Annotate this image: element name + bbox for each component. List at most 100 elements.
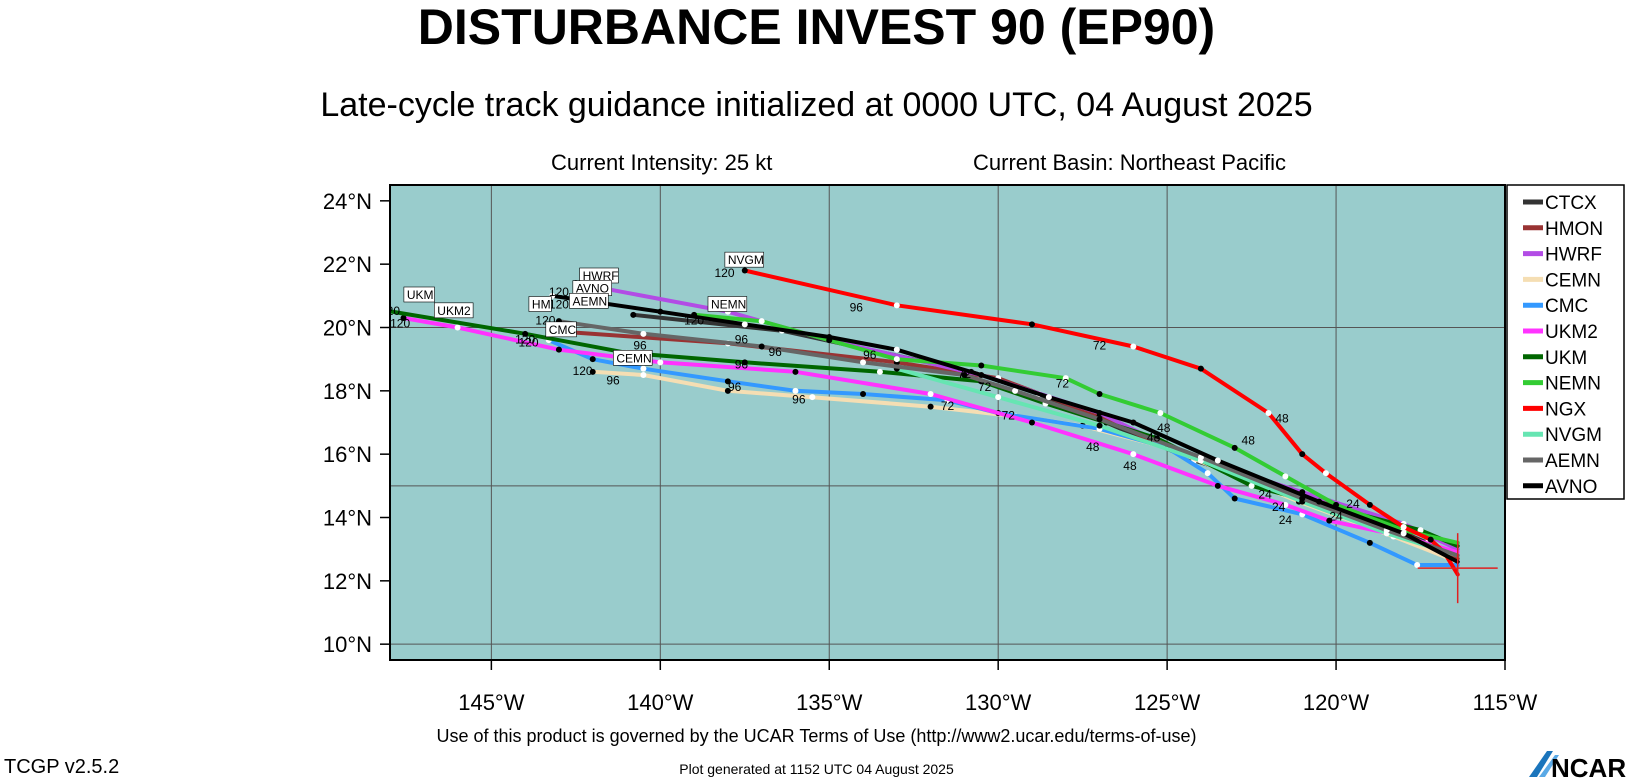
- lead-time-label: 120: [515, 332, 535, 346]
- lead-time-label: 48: [1157, 421, 1171, 435]
- track-point: [1045, 394, 1052, 401]
- end-label: CEMN: [613, 350, 653, 366]
- lead-time-label: 72: [958, 367, 972, 381]
- track-point: [657, 308, 664, 315]
- track-point: [1400, 524, 1407, 530]
- track-point: [978, 372, 985, 378]
- track-point: [1130, 451, 1137, 458]
- legend-item-cmc: CMC: [1523, 296, 1588, 317]
- legend-box: [1506, 184, 1625, 500]
- ocean-background: [390, 185, 1505, 660]
- track-point: [1248, 482, 1255, 489]
- track-point: [1366, 539, 1373, 546]
- track-point: [1417, 527, 1424, 534]
- end-label-text: CMC: [549, 323, 577, 337]
- end-label: HM: [528, 296, 552, 312]
- track-point: [876, 368, 883, 375]
- track-point: [1157, 410, 1164, 416]
- legend-item-avno: AVNO: [1523, 477, 1597, 498]
- track-point: [1096, 391, 1103, 397]
- track-point: [927, 391, 934, 397]
- track-point: [640, 372, 647, 378]
- lead-time-label: 96: [735, 332, 749, 346]
- legend-item-ukm: UKM: [1523, 348, 1587, 369]
- lead-time-label: 48: [1147, 431, 1161, 445]
- track-point: [1322, 470, 1329, 477]
- track-point: [1366, 501, 1373, 508]
- track-point: [1130, 419, 1137, 426]
- lead-time-label: 72: [1056, 377, 1070, 391]
- track-line: [550, 293, 1460, 564]
- track-point: [1231, 444, 1238, 451]
- track-point: [995, 394, 1002, 401]
- generated-timestamp: Plot generated at 1152 UTC 04 August 202…: [679, 761, 954, 777]
- track-point: [1130, 343, 1137, 350]
- x-tick-label: 140°W: [627, 690, 694, 715]
- track-point: [640, 330, 647, 337]
- lead-time-label: 24: [1272, 500, 1286, 514]
- track-point: [1062, 375, 1069, 382]
- current-intensity: Current Intensity: 25 kt: [551, 150, 773, 175]
- track-point: [370, 306, 376, 312]
- track-point: [1282, 501, 1289, 508]
- lead-time-label: 48: [1275, 412, 1289, 426]
- lead-time-label: 96: [728, 380, 742, 394]
- legend-item-ctcx: CTCX: [1523, 193, 1597, 214]
- x-tick-label: 120°W: [1303, 690, 1370, 715]
- end-label-text: HM: [532, 298, 551, 312]
- legend-label: HWRF: [1545, 245, 1602, 266]
- legend-item-ngx: NGX: [1523, 399, 1587, 420]
- y-tick-label: 18°N: [323, 379, 372, 404]
- track-point: [555, 346, 562, 353]
- lead-time-label: 48: [1123, 459, 1137, 473]
- x-tick-label: 125°W: [1134, 690, 1201, 715]
- lead-time-label: 120: [380, 304, 400, 318]
- track-point: [893, 356, 900, 363]
- legend-label: AVNO: [1545, 477, 1597, 498]
- legend: CTCX HMON HWRF CEMN CMC UKM2 UKM NEMN NGX NVGM AEM…: [1506, 184, 1625, 500]
- legend-item-nvgm: NVGM: [1523, 425, 1602, 446]
- version-label: TCGP v2.5.2: [4, 756, 120, 778]
- track-point: [860, 391, 867, 397]
- chart-title: DISTURBANCE INVEST 90 (EP90): [417, 0, 1216, 55]
- lead-time-label: 72: [978, 380, 992, 394]
- track-point: [1414, 562, 1421, 568]
- legend-label: CMC: [1545, 296, 1588, 317]
- end-label-text: HWRF: [583, 269, 619, 283]
- track-point: [741, 267, 748, 274]
- legend-item-ukm2: UKM2: [1523, 322, 1598, 343]
- y-tick-label: 20°N: [323, 316, 372, 341]
- lead-time-label: 72: [1093, 339, 1107, 353]
- track-point: [741, 321, 748, 328]
- track-point: [657, 359, 664, 366]
- track-point: [1204, 470, 1211, 477]
- lead-time-label: 48: [1242, 434, 1256, 448]
- track-point: [978, 362, 985, 369]
- x-tick-label: 130°W: [965, 690, 1032, 715]
- lead-time-label: 96: [606, 374, 620, 388]
- track-avno: [549, 292, 1460, 564]
- plot-frame: [389, 184, 1506, 661]
- lead-time-label: 96: [769, 345, 783, 359]
- lead-time-label: 120: [714, 266, 734, 280]
- track-point: [961, 372, 968, 378]
- legend-label: UKM: [1545, 348, 1587, 369]
- track-point: [1028, 321, 1035, 328]
- end-label-text: UKM: [407, 288, 434, 302]
- legend-label: NGX: [1545, 399, 1587, 420]
- track-point: [1096, 422, 1103, 429]
- track-point: [1096, 416, 1103, 423]
- track-point: [1326, 517, 1333, 524]
- lead-time-label: 120: [684, 313, 704, 327]
- y-tick-label: 16°N: [323, 442, 372, 467]
- track-point: [792, 387, 799, 394]
- legend-item-nemn: NEMN: [1523, 374, 1601, 395]
- lead-time-label: 96: [863, 348, 877, 362]
- ncar-logo: NCAR: [1529, 751, 1626, 779]
- lead-time-label: 24: [1329, 510, 1343, 524]
- track-point: [724, 387, 731, 394]
- end-label: CMC: [545, 321, 577, 338]
- y-tick-label: 22°N: [323, 252, 372, 277]
- track-point: [893, 302, 900, 309]
- end-label: NEMN: [707, 296, 748, 312]
